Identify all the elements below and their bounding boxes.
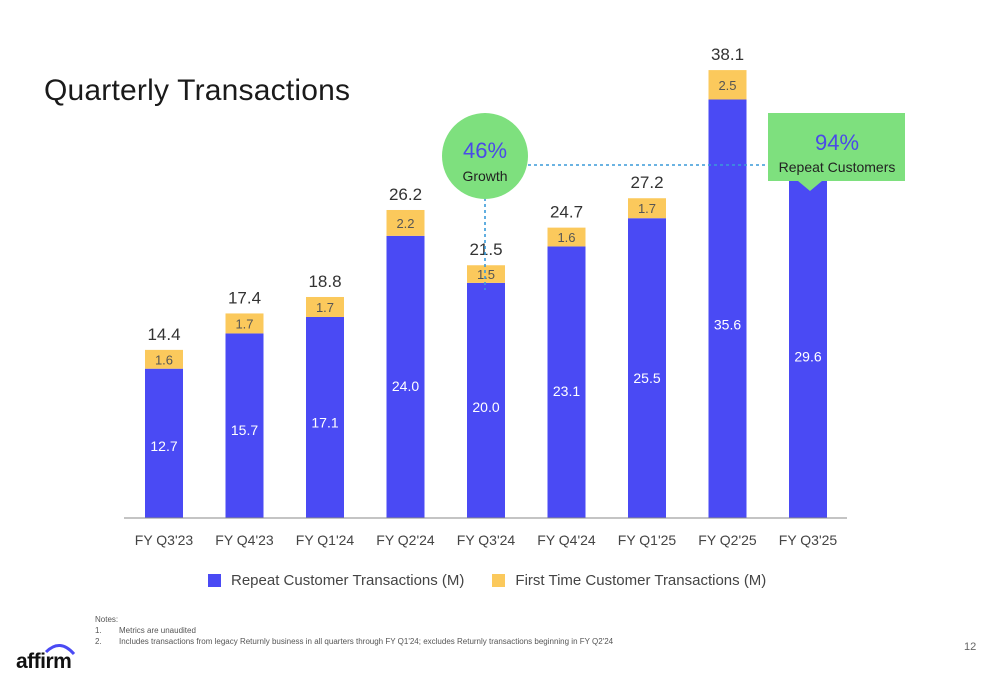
bar-label-repeat: 17.1 [311, 415, 338, 431]
x-tick-label: FY Q4'23 [215, 532, 274, 548]
bar-label-first-time: 1.7 [235, 316, 253, 331]
affirm-logo: affirm [16, 642, 78, 678]
repeat-callout-value: 94% [815, 130, 859, 155]
bar-total-label: 38.1 [711, 45, 744, 64]
bar-label-repeat: 24.0 [392, 378, 419, 394]
bar-repeat [145, 368, 183, 518]
bar-first-time [386, 209, 425, 236]
repeat-callout-label: Repeat Customers [779, 159, 896, 175]
bar-label-repeat: 20.0 [472, 399, 499, 415]
legend-label-first-time: First Time Customer Transactions (M) [515, 572, 767, 589]
bar-label-repeat: 29.6 [794, 348, 821, 364]
bar-label-repeat: 12.7 [150, 438, 177, 454]
bar-first-time [467, 265, 505, 283]
bar-repeat [789, 170, 827, 518]
bar-label-first-time: 1.6 [155, 352, 173, 367]
bar-repeat [708, 99, 747, 519]
note-number: 2. [95, 637, 102, 646]
note-text: Includes transactions from legacy Return… [119, 637, 614, 646]
note-number: 1. [95, 626, 102, 635]
bar-repeat [467, 282, 505, 518]
note-item: 2. Includes transactions from legacy Ret… [95, 636, 613, 647]
x-axis-tick-labels: FY Q3'23 FY Q4'23 FY Q1'24 FY Q2'24 FY Q3'24… [135, 532, 838, 548]
bar-first-time [225, 313, 264, 334]
bar-first-time [708, 70, 747, 100]
bar-total-label: 26.2 [389, 185, 422, 204]
bar-repeat [547, 246, 586, 518]
chart-legend: Repeat Customer Transactions (M) First T… [208, 572, 794, 589]
page-number: 12 [964, 641, 977, 653]
bar-total-label: 14.4 [147, 325, 180, 344]
growth-callout-label: Growth [462, 168, 507, 184]
bars-group: 12.7 1.6 14.4 15.7 1.7 17.4 17.1 1.7 18.8 24.0 2.2… [145, 45, 827, 519]
bar-label-repeat: 25.5 [633, 370, 660, 386]
x-tick-label: FY Q2'24 [376, 532, 435, 548]
x-tick-label: FY Q3'24 [457, 532, 516, 548]
growth-callout-value: 46% [463, 138, 507, 163]
bar-repeat [225, 333, 264, 518]
x-tick-label: FY Q1'24 [296, 532, 355, 548]
bar-label-repeat: 23.1 [553, 383, 580, 399]
bar-label-first-time: 1.7 [316, 300, 334, 315]
x-tick-label: FY Q1'25 [618, 532, 677, 548]
bar-label-first-time: 1.7 [638, 201, 656, 216]
bar-total-label: 27.2 [630, 173, 663, 192]
repeat-callout-box [768, 113, 905, 191]
x-tick-label: FY Q2'25 [698, 532, 757, 548]
svg-text:affirm: affirm [16, 650, 71, 672]
legend-label-repeat: Repeat Customer Transactions (M) [231, 572, 465, 589]
bar-repeat [386, 235, 425, 519]
bar-label-first-time: 2.2 [396, 216, 414, 231]
bar-repeat [306, 316, 344, 518]
bar-label-repeat: 35.6 [714, 317, 741, 333]
note-text: Metrics are unaudited [119, 626, 196, 635]
bar-first-time [628, 198, 666, 219]
bar-total-label: 24.7 [550, 203, 583, 222]
bar-total-label: 17.4 [228, 288, 261, 307]
legend-swatch-repeat [208, 574, 221, 587]
bar-label-first-time: 1.6 [557, 230, 575, 245]
notes-section: Notes: 1. Metrics are unaudited 2. Inclu… [95, 614, 613, 647]
notes-heading: Notes: [95, 615, 119, 624]
x-tick-label: FY Q3'25 [779, 532, 838, 548]
bar-first-time [306, 296, 344, 317]
legend-item-first-time: First Time Customer Transactions (M) [492, 572, 766, 589]
bar-label-repeat: 15.7 [231, 422, 258, 438]
growth-callout-circle [442, 113, 528, 199]
bar-first-time [145, 349, 183, 369]
legend-swatch-first-time [492, 574, 506, 587]
legend-item-repeat: Repeat Customer Transactions (M) [208, 572, 464, 589]
x-tick-label: FY Q3'23 [135, 532, 194, 548]
bar-label-first-time: 2.5 [718, 78, 736, 93]
note-item: 1. Metrics are unaudited [95, 625, 613, 636]
affirm-logo-mark: affirm [16, 644, 76, 673]
bar-total-label: 18.8 [308, 272, 341, 291]
bar-label-first-time: 1.5 [477, 267, 495, 282]
page-title: Quarterly Transactions [44, 74, 351, 107]
bar-repeat [628, 218, 666, 518]
bar-total-label: 21.5 [469, 240, 502, 259]
x-tick-label: FY Q4'24 [537, 532, 596, 548]
bar-first-time [547, 227, 586, 247]
